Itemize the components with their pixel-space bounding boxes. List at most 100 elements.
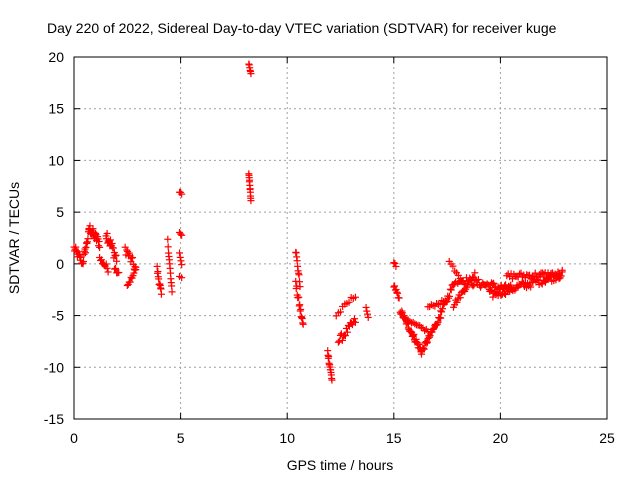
data-point <box>447 286 455 294</box>
data-point <box>490 279 498 287</box>
data-point <box>295 271 303 279</box>
data-point <box>102 260 110 268</box>
y-tick-label: 0 <box>56 256 64 272</box>
data-point <box>176 249 184 257</box>
data-point <box>434 318 442 326</box>
data-point <box>411 320 419 328</box>
data-point <box>429 325 437 333</box>
data-point <box>103 229 111 237</box>
data-point <box>126 278 134 286</box>
y-tick-label: 5 <box>56 204 64 220</box>
data-point <box>335 337 343 345</box>
data-point <box>495 285 503 293</box>
data-point <box>423 339 431 347</box>
data-point <box>334 338 342 346</box>
data-point <box>177 257 185 265</box>
data-point <box>364 313 372 321</box>
data-point <box>497 291 505 299</box>
y-tick-label: 20 <box>48 49 64 65</box>
data-point <box>178 190 186 198</box>
data-point <box>390 259 398 267</box>
data-point <box>469 282 477 290</box>
data-point <box>111 265 119 273</box>
data-point <box>527 283 535 291</box>
data-point <box>168 288 176 296</box>
data-point <box>297 305 305 313</box>
data-point <box>451 267 459 275</box>
data-point <box>112 251 120 259</box>
y-tick-label: -10 <box>44 359 64 375</box>
data-point <box>132 266 140 274</box>
data-point <box>112 264 120 272</box>
data-point <box>453 298 461 306</box>
data-point <box>168 282 176 290</box>
data-point <box>115 269 123 277</box>
chart-title: Day 220 of 2022, Sidereal Day-to-day VTE… <box>47 20 557 36</box>
y-tick-label: -5 <box>52 308 65 324</box>
data-point <box>438 305 446 313</box>
data-point <box>292 277 300 285</box>
x-tick-label: 5 <box>177 430 185 446</box>
data-point <box>557 272 565 280</box>
data-point <box>164 243 172 251</box>
data-point <box>445 292 453 300</box>
data-point <box>417 323 425 331</box>
x-tick-label: 20 <box>493 430 509 446</box>
data-point <box>393 288 401 296</box>
data-point <box>89 225 97 233</box>
data-point <box>157 290 165 298</box>
data-point <box>425 333 433 341</box>
data-point <box>474 276 482 284</box>
data-point <box>350 315 358 323</box>
data-point <box>80 257 88 265</box>
data-point <box>423 338 431 346</box>
data-point <box>177 230 185 238</box>
x-axis-label: GPS time / hours <box>287 457 394 473</box>
data-point <box>446 285 454 293</box>
data-point <box>362 303 370 311</box>
data-point <box>95 238 103 246</box>
data-point <box>437 314 445 322</box>
data-point <box>164 235 172 243</box>
axis-ticks: 0 5 10 15 20 25 -15 -10 -5 0 5 10 15 20 <box>44 49 615 446</box>
data-point <box>391 282 399 290</box>
x-tick-label: 0 <box>70 430 78 446</box>
data-point <box>176 253 184 261</box>
data-points <box>70 60 566 384</box>
y-tick-label: 10 <box>48 152 64 168</box>
data-point <box>328 376 336 384</box>
data-point <box>109 244 117 252</box>
data-point <box>338 336 346 344</box>
data-point <box>77 253 85 261</box>
data-point <box>471 269 479 277</box>
plot-frame <box>73 56 608 420</box>
data-point <box>558 268 566 276</box>
data-point <box>395 294 403 302</box>
data-point <box>124 248 132 256</box>
data-point <box>392 262 400 270</box>
data-point <box>104 268 112 276</box>
data-point <box>299 320 307 328</box>
y-tick-label: -15 <box>44 411 64 427</box>
data-point <box>295 293 303 301</box>
data-point <box>296 301 304 309</box>
x-tick-label: 25 <box>599 430 615 446</box>
data-point <box>426 332 434 340</box>
data-point <box>96 243 104 251</box>
x-tick-label: 15 <box>386 430 402 446</box>
data-point <box>466 274 474 282</box>
data-point <box>113 257 121 265</box>
data-point <box>394 289 402 297</box>
data-point <box>247 70 255 78</box>
data-point <box>343 328 351 336</box>
data-point <box>364 310 372 318</box>
data-point <box>337 308 344 316</box>
data-point <box>177 188 185 196</box>
data-point <box>424 328 432 336</box>
data-point <box>456 294 464 302</box>
data-point <box>406 317 414 325</box>
x-tick-label: 10 <box>279 430 295 446</box>
data-point <box>421 327 429 335</box>
grid <box>74 57 607 419</box>
data-point <box>153 262 161 270</box>
